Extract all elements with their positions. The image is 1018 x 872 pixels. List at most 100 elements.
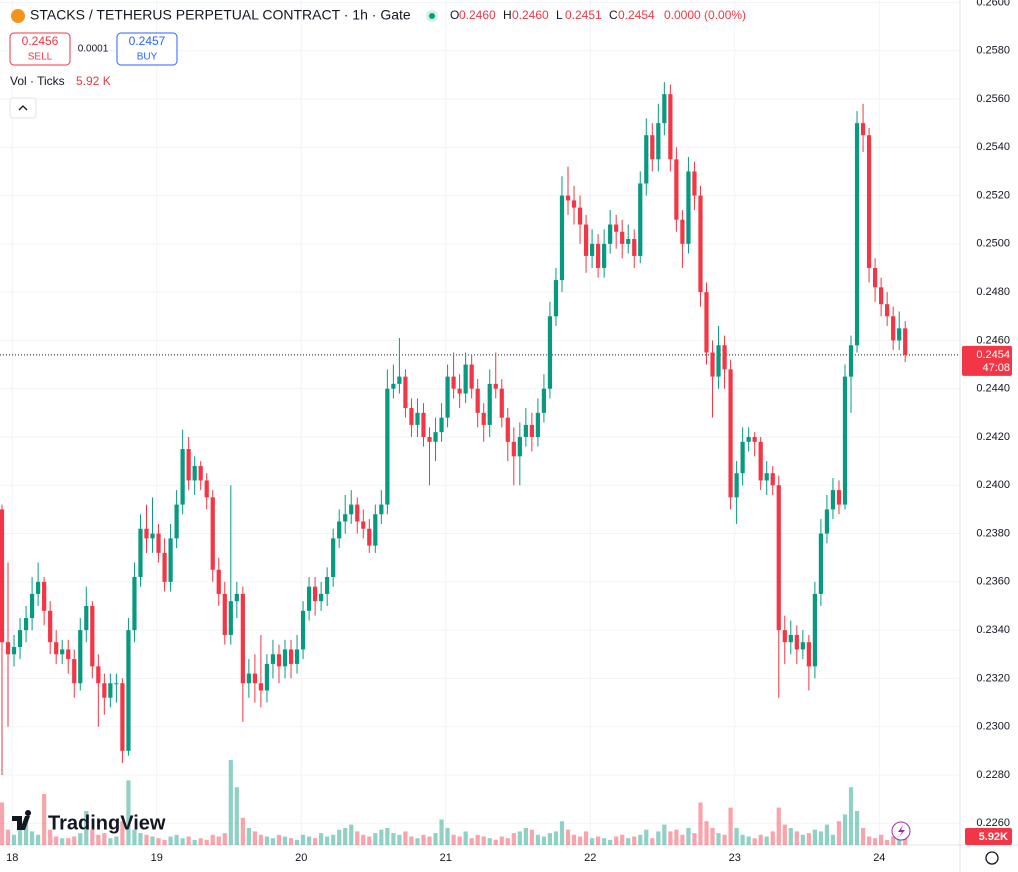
volume-bar [872, 838, 878, 845]
volume-pane [0, 760, 908, 845]
volume-bar [668, 831, 673, 845]
candle-body [764, 473, 769, 481]
candle-body [325, 577, 330, 594]
collapse-button[interactable] [9, 97, 37, 119]
volume-bar [78, 833, 83, 845]
candle-body [734, 473, 739, 498]
candle-body [830, 490, 836, 510]
candle-body [246, 673, 251, 684]
candle-body [487, 383, 492, 425]
candle-body [903, 328, 908, 355]
candle-body [602, 243, 607, 268]
candle-body [571, 200, 577, 208]
volume-bar [270, 838, 276, 845]
legend-key: C [609, 8, 618, 22]
candle-body [144, 528, 149, 539]
candle-body [596, 243, 601, 268]
candle-body [204, 480, 209, 498]
legend-value: 0.2460 [512, 8, 549, 22]
volume-bar [830, 834, 836, 845]
candle-body [312, 586, 318, 602]
candle-body [138, 528, 143, 578]
volume-bar [632, 836, 637, 845]
volume-bar [186, 836, 191, 845]
y-tick-label: 0.2520 [976, 189, 1010, 201]
volume-bar [264, 836, 270, 845]
volume-bar [620, 834, 625, 845]
candle-body [288, 649, 294, 664]
candle-body [891, 316, 896, 341]
spread: 0.0001 [78, 44, 109, 55]
candle-body [469, 364, 474, 389]
y-tick-label: 0.2280 [976, 769, 1010, 781]
candle-body [409, 408, 414, 425]
volume-bar [644, 829, 649, 845]
candle-body [535, 412, 541, 437]
y-tick-label: 0.2560 [976, 93, 1010, 105]
candle-body [78, 630, 83, 684]
volume-bar [96, 834, 101, 845]
logo-mark [12, 810, 32, 830]
candle-body [150, 533, 155, 539]
volume-bar [529, 829, 534, 845]
volume-bar [788, 828, 793, 845]
candle-body [475, 388, 480, 413]
candle-body [403, 376, 408, 409]
buy-button[interactable] [116, 32, 178, 66]
collapse-icon [18, 105, 28, 111]
volume-bar [36, 834, 41, 845]
candle-body [650, 135, 655, 160]
countdown: 47:08 [982, 362, 1010, 374]
x-tick-label: 18 [6, 852, 18, 864]
candle-body [848, 345, 854, 377]
volume-bar [770, 831, 775, 845]
volume-bar [11, 834, 17, 845]
volume-bar [427, 836, 432, 845]
y-tick-label: 0.2440 [976, 383, 1010, 395]
candle-body [258, 683, 264, 691]
y-tick-label: 0.2340 [976, 624, 1010, 636]
volume-bar [740, 834, 745, 845]
settings-icon[interactable] [985, 851, 999, 865]
volume-bar [848, 787, 854, 845]
volume-bar [319, 833, 324, 845]
sell-button[interactable] [9, 32, 71, 66]
candle-body [66, 649, 71, 660]
volume-bar [132, 829, 137, 845]
volume-bar [192, 839, 197, 845]
legend-change: 0.0000 (0.00%) [664, 8, 746, 22]
candle-body [770, 473, 775, 486]
x-tick-label: 23 [729, 852, 741, 864]
volume-bar [385, 828, 390, 845]
candle-body [854, 123, 860, 346]
volume-bar [282, 836, 288, 845]
volume-bar [698, 802, 703, 845]
candle-body [60, 649, 65, 655]
candle-body [505, 417, 510, 442]
volume-bar [487, 838, 492, 845]
volume-bar [903, 834, 908, 845]
volume-bar [54, 836, 59, 845]
volume-bar [602, 838, 607, 845]
volume-bar [752, 838, 757, 845]
volume-bar [577, 836, 583, 845]
volume-bar [866, 836, 872, 845]
volume-bar [361, 834, 366, 845]
candle-body [349, 504, 354, 515]
volume-bar [150, 836, 155, 845]
volume-bar [355, 831, 360, 845]
volume-bar [325, 836, 330, 845]
candle-body [385, 388, 390, 505]
candle-body [457, 388, 462, 394]
volume-bar [854, 811, 860, 845]
candle-body [397, 376, 402, 384]
y-tick-label: 0.2580 [976, 45, 1010, 57]
volume-bar [72, 836, 77, 845]
volume-bar [29, 831, 35, 845]
volume-bar [162, 839, 167, 845]
candle-body [168, 538, 173, 582]
volume-bar [885, 839, 890, 845]
symbol-icon [11, 9, 25, 23]
y-tick-label: 0.2540 [976, 141, 1010, 153]
volume-bar [222, 833, 227, 845]
